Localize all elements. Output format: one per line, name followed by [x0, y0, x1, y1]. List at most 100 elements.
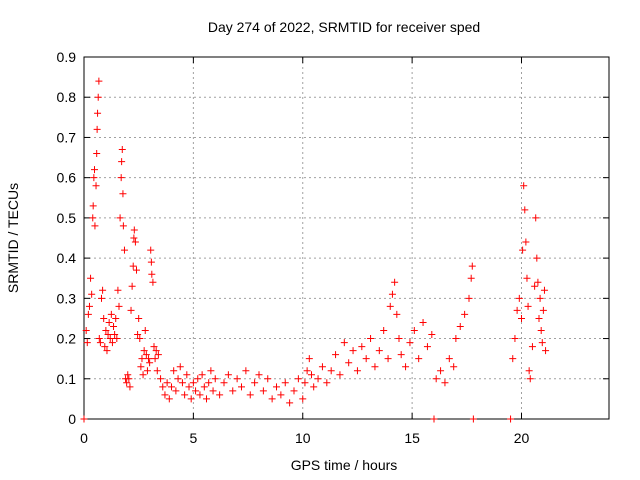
data-point	[397, 351, 405, 359]
data-point	[428, 331, 436, 339]
grid-layer	[84, 57, 609, 419]
data-point	[522, 238, 530, 246]
plot-frame	[83, 56, 610, 420]
data-point	[159, 383, 167, 391]
data-point	[100, 314, 108, 322]
data-point	[349, 347, 357, 355]
data-point	[518, 314, 525, 322]
x-tick-label: 10	[295, 430, 311, 446]
data-point	[533, 254, 541, 262]
data-point	[104, 331, 112, 339]
data-point	[238, 383, 245, 391]
data-point	[157, 375, 165, 383]
y-tick-label: 0.9	[57, 49, 77, 65]
data-point	[153, 367, 161, 375]
data-point	[136, 335, 144, 343]
data-point	[88, 290, 96, 298]
data-point	[107, 310, 115, 318]
data-point	[308, 371, 315, 379]
data-point	[303, 367, 311, 375]
data-point	[294, 375, 302, 383]
x-tick-label: 5	[189, 430, 197, 446]
y-tick-label: 0.8	[57, 89, 77, 105]
y-tick-label: 0.5	[57, 210, 77, 226]
data-point	[114, 286, 122, 294]
data-point	[154, 351, 162, 359]
data-point	[415, 355, 423, 363]
data-point	[128, 282, 136, 290]
data-point	[358, 343, 366, 351]
data-point	[540, 286, 548, 294]
data-point	[172, 387, 180, 395]
data-point	[89, 202, 97, 210]
data-point	[380, 327, 388, 335]
data-point	[406, 339, 414, 347]
points-layer	[80, 77, 550, 423]
data-point	[133, 266, 140, 274]
data-point	[126, 383, 134, 391]
data-point	[130, 234, 138, 242]
data-point	[432, 375, 440, 383]
chart-title: Day 274 of 2022, SRMTID for receiver spe…	[208, 19, 480, 35]
data-point	[524, 302, 532, 310]
data-point	[91, 166, 98, 174]
data-point	[152, 347, 160, 355]
data-point	[536, 294, 544, 302]
data-point	[108, 339, 116, 347]
data-point	[207, 367, 215, 375]
data-point	[89, 214, 97, 222]
data-point	[120, 246, 128, 254]
data-point	[242, 367, 250, 375]
data-point	[127, 306, 135, 314]
data-point	[345, 359, 353, 367]
data-point	[139, 371, 147, 379]
data-point	[537, 327, 545, 335]
y-axis-label: SRMTID / TECUs	[5, 183, 21, 293]
data-point	[430, 415, 438, 423]
data-point	[137, 363, 145, 371]
data-point	[233, 375, 241, 383]
data-point	[301, 379, 309, 387]
data-point	[216, 391, 224, 399]
data-point	[115, 302, 123, 310]
data-point	[534, 278, 542, 286]
data-point	[83, 339, 91, 347]
data-point	[85, 302, 93, 310]
data-point	[277, 391, 285, 399]
data-point	[419, 318, 427, 326]
data-point	[112, 314, 120, 322]
data-point	[147, 246, 155, 254]
data-point	[91, 222, 99, 230]
data-point	[130, 226, 138, 234]
data-point	[468, 262, 476, 270]
data-point	[198, 371, 206, 379]
y-tick-label: 0.3	[57, 290, 77, 306]
x-tick-label: 15	[404, 430, 420, 446]
data-point	[123, 379, 131, 387]
y-tick-label: 0.1	[57, 371, 77, 387]
data-point	[87, 274, 95, 282]
data-point	[200, 383, 208, 391]
data-point	[95, 77, 103, 85]
data-point	[96, 339, 104, 347]
data-point	[539, 306, 547, 314]
data-point	[94, 93, 102, 101]
data-point	[189, 379, 197, 387]
data-point	[353, 367, 361, 375]
data-point	[465, 294, 473, 302]
data-point	[386, 302, 394, 310]
data-point	[367, 335, 375, 343]
data-point	[94, 109, 102, 117]
data-point	[246, 391, 254, 399]
data-point	[290, 387, 298, 395]
data-point	[531, 282, 539, 290]
data-point	[220, 379, 228, 387]
data-point	[299, 395, 307, 403]
data-point	[174, 375, 182, 383]
data-point	[224, 371, 232, 379]
data-point	[310, 383, 318, 391]
data-point	[542, 347, 550, 355]
data-point	[268, 395, 276, 403]
data-point	[402, 363, 410, 371]
data-point	[131, 238, 139, 246]
